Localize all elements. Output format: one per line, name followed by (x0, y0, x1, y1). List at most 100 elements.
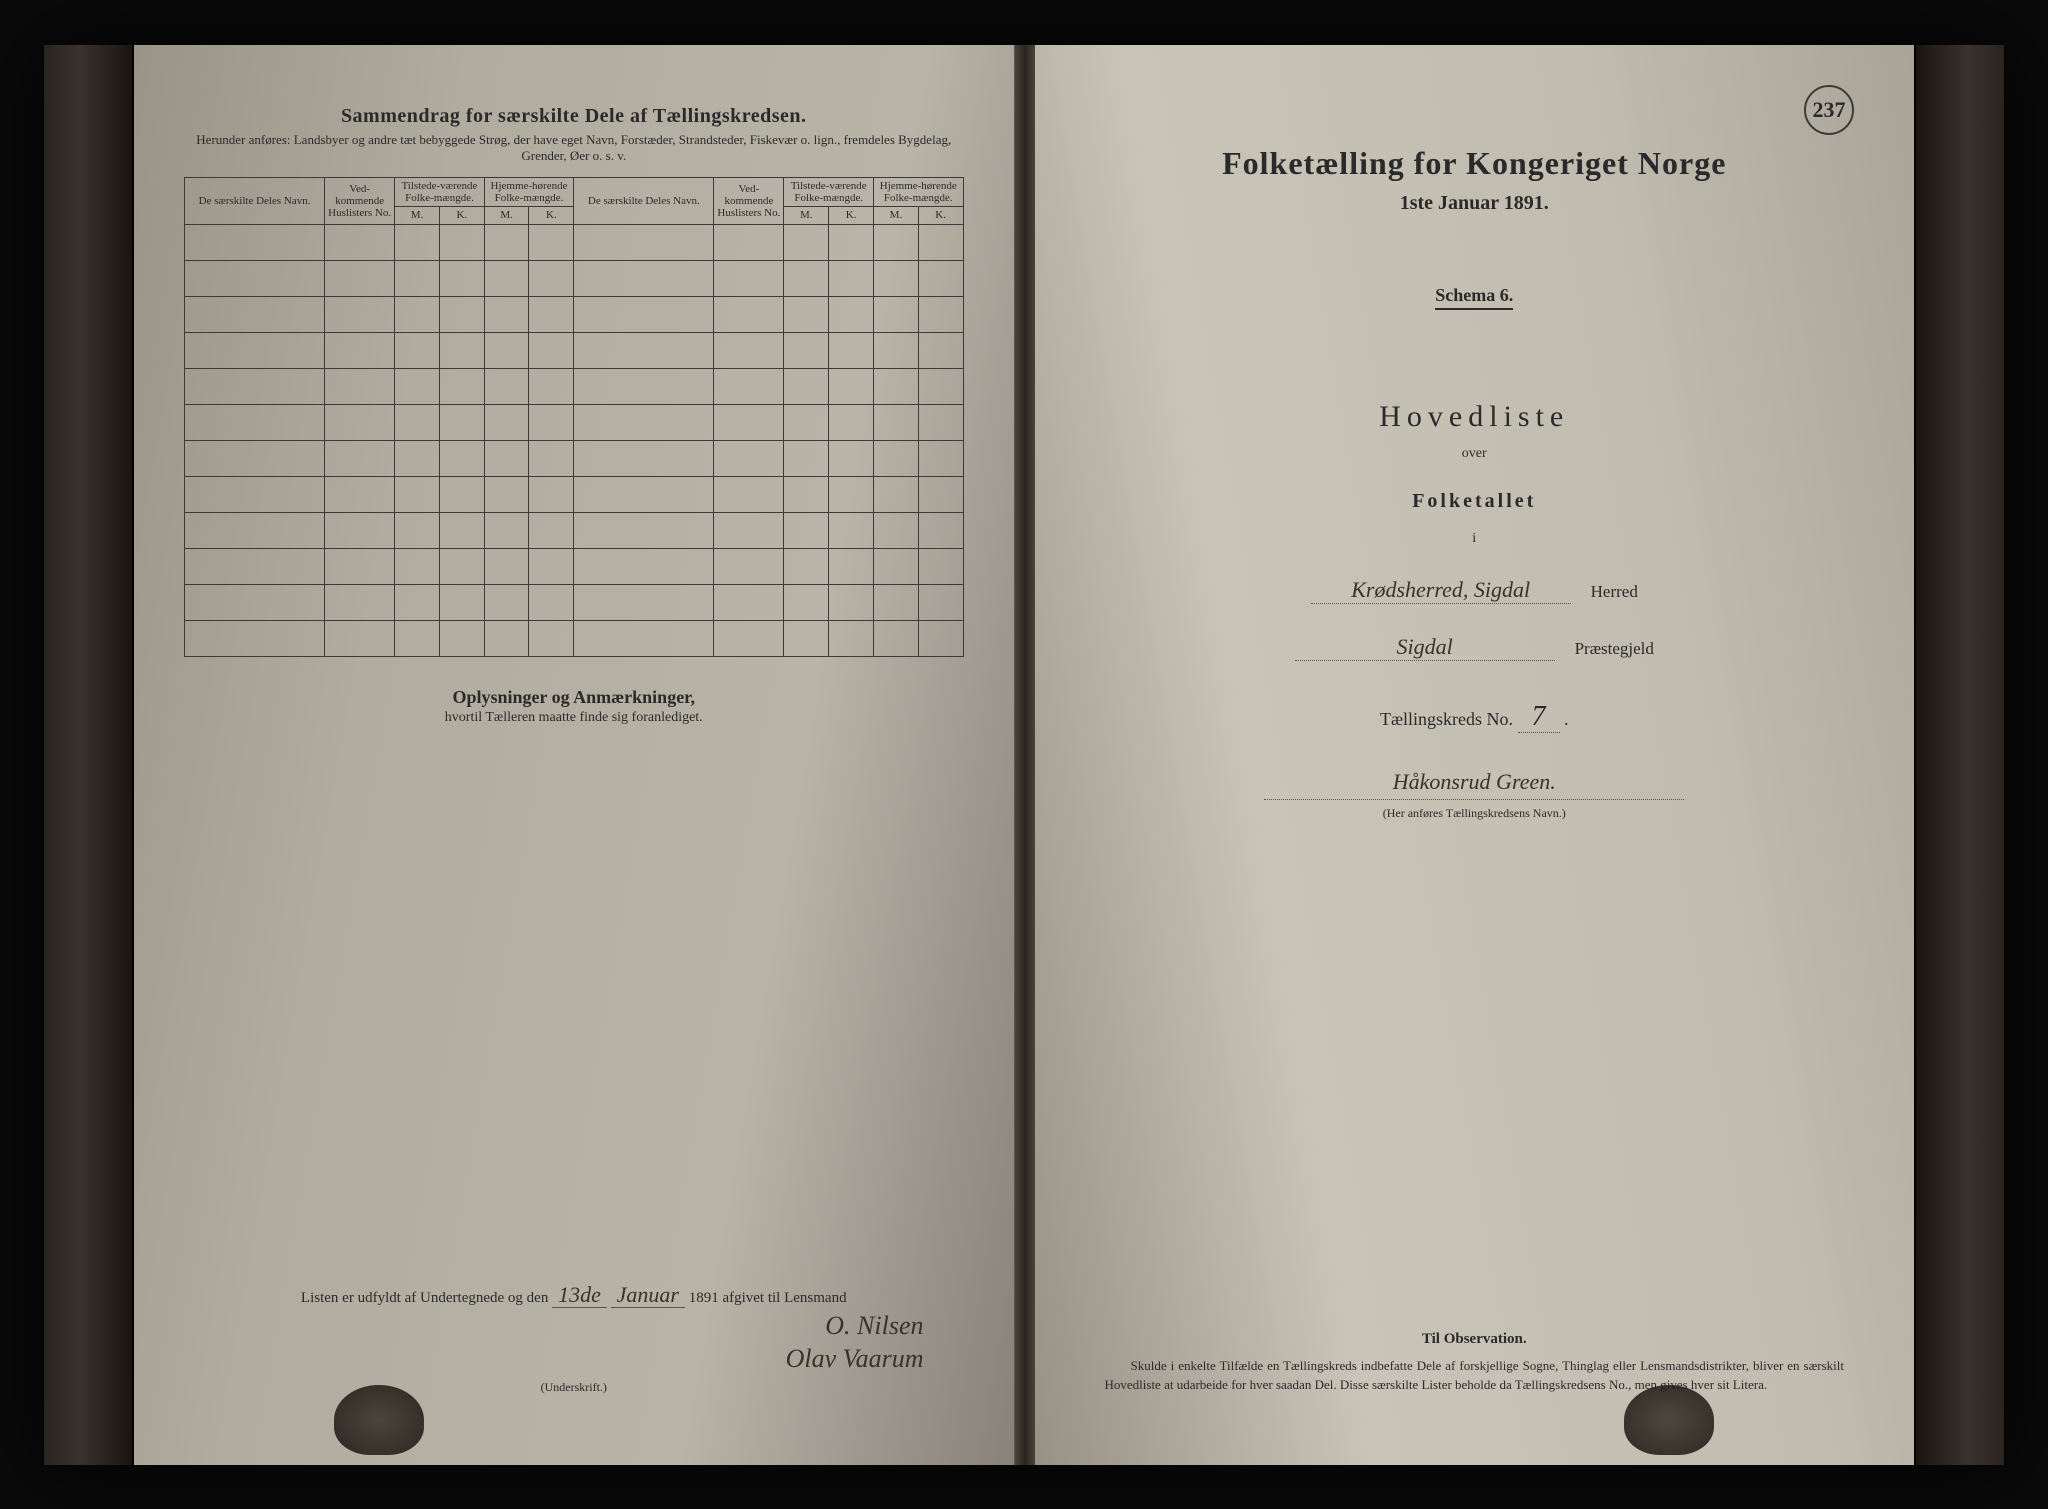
table-cell (714, 476, 784, 512)
table-cell (185, 440, 325, 476)
table-cell (918, 548, 963, 584)
table-cell (484, 224, 529, 260)
col-k: K. (829, 207, 874, 224)
table-cell (484, 440, 529, 476)
table-cell (325, 404, 395, 440)
table-cell (529, 368, 574, 404)
table-cell (873, 512, 918, 548)
table-cell (439, 332, 484, 368)
table-cell (529, 296, 574, 332)
table-cell (829, 224, 874, 260)
schema-label: Schema 6. (1435, 285, 1513, 310)
table-cell (829, 296, 874, 332)
hovedliste-heading: Hovedliste (1085, 400, 1865, 434)
table-cell (185, 476, 325, 512)
table-cell (185, 260, 325, 296)
table-cell (484, 296, 529, 332)
table-cell (529, 404, 574, 440)
table-cell (873, 584, 918, 620)
table-cell (829, 368, 874, 404)
kreds-name: Håkonsrud Green. (1264, 769, 1684, 800)
binding-right (1914, 45, 2004, 1465)
table-row (185, 584, 964, 620)
table-cell (529, 440, 574, 476)
table-cell (574, 476, 714, 512)
table-cell (529, 224, 574, 260)
herred-label: Herred (1591, 582, 1638, 602)
table-cell (873, 332, 918, 368)
page-left: Sammendrag for særskilte Dele af Tælling… (134, 45, 1015, 1465)
table-cell (918, 224, 963, 260)
table-cell (529, 548, 574, 584)
table-cell (784, 584, 829, 620)
census-date: 1ste Januar 1891. (1085, 192, 1865, 215)
kreds-row: Tællingskreds No. 7 . (1085, 701, 1865, 733)
table-row (185, 404, 964, 440)
table-cell (873, 620, 918, 656)
table-cell (439, 368, 484, 404)
table-cell (395, 512, 440, 548)
table-cell (918, 296, 963, 332)
table-cell (395, 548, 440, 584)
table-cell (918, 476, 963, 512)
kreds-number: 7 (1518, 701, 1560, 733)
underskrift-label: (Underskrift.) (184, 1380, 964, 1395)
col-m: M. (784, 207, 829, 224)
herred-row: Krødsherred, Sigdal Herred (1085, 577, 1865, 604)
table-cell (439, 296, 484, 332)
table-cell (784, 548, 829, 584)
col-huslno-2: Ved-kommende Huslisters No. (714, 178, 784, 224)
summary-title: Sammendrag for særskilte Dele af Tælling… (184, 105, 964, 128)
table-cell (185, 584, 325, 620)
table-cell (185, 404, 325, 440)
table-cell (574, 548, 714, 584)
remarks-title: Oplysninger og Anmærkninger, (184, 687, 964, 708)
table-cell (714, 368, 784, 404)
table-cell (325, 584, 395, 620)
table-row (185, 224, 964, 260)
table-cell (918, 620, 963, 656)
table-cell (325, 296, 395, 332)
table-cell (829, 584, 874, 620)
table-cell (714, 260, 784, 296)
i-label: i (1085, 531, 1865, 547)
table-cell (325, 332, 395, 368)
prestegjeld-value: Sigdal (1295, 634, 1555, 661)
census-title: Folketælling for Kongeriget Norge (1085, 145, 1865, 182)
table-row (185, 548, 964, 584)
table-cell (574, 296, 714, 332)
summary-subtitle: Herunder anføres: Landsbyer og andre tæt… (184, 132, 964, 166)
table-cell (395, 404, 440, 440)
table-row (185, 260, 964, 296)
col-hjem-1: Hjemme-hørende Folke-mængde. (484, 178, 574, 207)
table-cell (784, 260, 829, 296)
col-name-2: De særskilte Deles Navn. (574, 178, 714, 224)
table-cell (918, 404, 963, 440)
table-cell (529, 476, 574, 512)
table-cell (574, 584, 714, 620)
table-cell (829, 404, 874, 440)
col-tilst-2: Tilstede-værende Folke-mængde. (784, 178, 874, 207)
table-row (185, 368, 964, 404)
table-cell (714, 296, 784, 332)
over-label: over (1085, 446, 1865, 462)
table-cell (439, 512, 484, 548)
table-cell (325, 224, 395, 260)
table-cell (714, 332, 784, 368)
table-cell (918, 332, 963, 368)
sig-name-2: Olav Vaarum (184, 1345, 964, 1374)
table-cell (185, 512, 325, 548)
sig-year: 1891 afgivet til Lensmand (689, 1290, 847, 1306)
observation-block: Til Observation. Skulde i enkelte Tilfæl… (1105, 1331, 1845, 1395)
table-cell (714, 512, 784, 548)
table-cell (395, 620, 440, 656)
table-cell (484, 584, 529, 620)
table-cell (185, 620, 325, 656)
table-cell (714, 224, 784, 260)
page-number: 237 (1813, 97, 1846, 123)
table-cell (185, 368, 325, 404)
table-cell (574, 260, 714, 296)
col-huslno-1: Ved-kommende Huslisters No. (325, 178, 395, 224)
table-cell (784, 404, 829, 440)
table-cell (873, 476, 918, 512)
